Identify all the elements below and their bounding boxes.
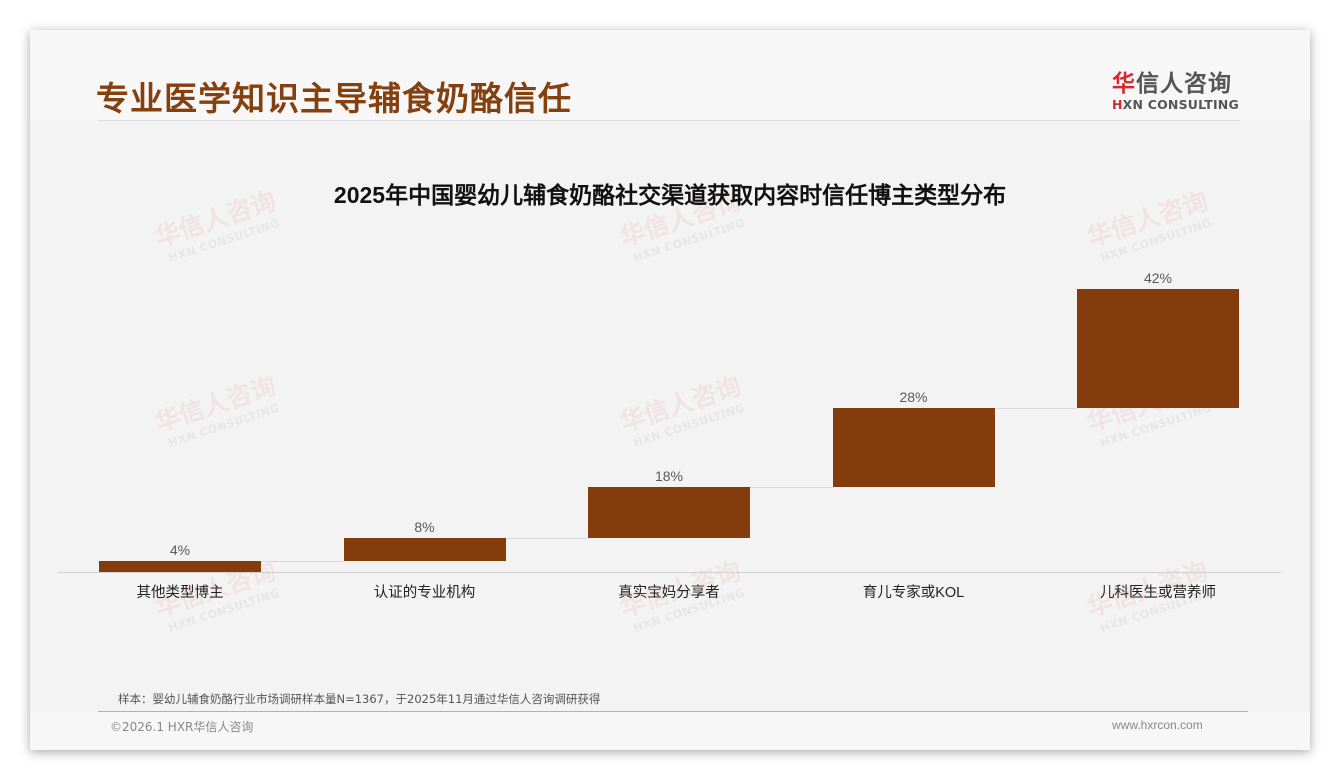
- connector-line: [505, 538, 588, 540]
- logo-en: HXN CONSULTING: [1112, 97, 1239, 112]
- slide: 专业医学知识主导辅食奶酪信任 华信人咨询 HXN CONSULTING 华信人咨…: [30, 30, 1310, 750]
- chart-title: 2025年中国婴幼儿辅食奶酪社交渠道获取内容时信任博主类型分布: [333, 182, 1007, 208]
- x-axis: [58, 572, 1281, 573]
- company-logo: 华信人咨询 HXN CONSULTING: [1112, 64, 1242, 112]
- bar-value-label: 28%: [899, 388, 928, 405]
- bar: [588, 487, 750, 539]
- footer-divider: [98, 711, 1248, 712]
- logo-cn: 华信人咨询: [1112, 71, 1232, 97]
- waterfall-chart: 4% 其他类型博主 8% 认证的专业机构 18% 真实宝妈分享者 28% 育儿专家或KOL 42…: [30, 30, 1310, 750]
- category-label: 认证的专业机构: [373, 585, 476, 601]
- copyright: ©2026.1 HXR华信人咨询: [110, 720, 254, 734]
- bar-value-label: 42%: [1143, 270, 1173, 286]
- bar: [1077, 289, 1239, 408]
- category-label: 真实宝妈分享者: [618, 585, 720, 601]
- bar-value-label: 18%: [654, 468, 684, 485]
- connector-line: [750, 487, 833, 489]
- header-divider: [98, 120, 1240, 121]
- category-label: 儿科医生或营养师: [1100, 585, 1216, 601]
- bar-value-label: 4%: [169, 541, 191, 558]
- connector-line: [261, 560, 344, 562]
- website-link[interactable]: www.hxrcon.com: [1112, 718, 1203, 732]
- connector-line: [994, 407, 1077, 409]
- bar: [343, 538, 506, 561]
- bar: [99, 560, 261, 572]
- category-label: 育儿专家或KOL: [862, 585, 965, 601]
- footer-band: [30, 712, 1310, 750]
- header-band: [30, 30, 1310, 120]
- bar-value-label: 8%: [414, 519, 435, 536]
- page-title: 专业医学知识主导辅食奶酪信任: [96, 79, 572, 118]
- category-label: 其他类型博主: [136, 585, 224, 601]
- bar: [832, 407, 995, 488]
- source-note: 样本：婴幼儿辅食奶酪行业市场调研样本量N=1367，于2025年11月通过华信人…: [118, 692, 601, 706]
